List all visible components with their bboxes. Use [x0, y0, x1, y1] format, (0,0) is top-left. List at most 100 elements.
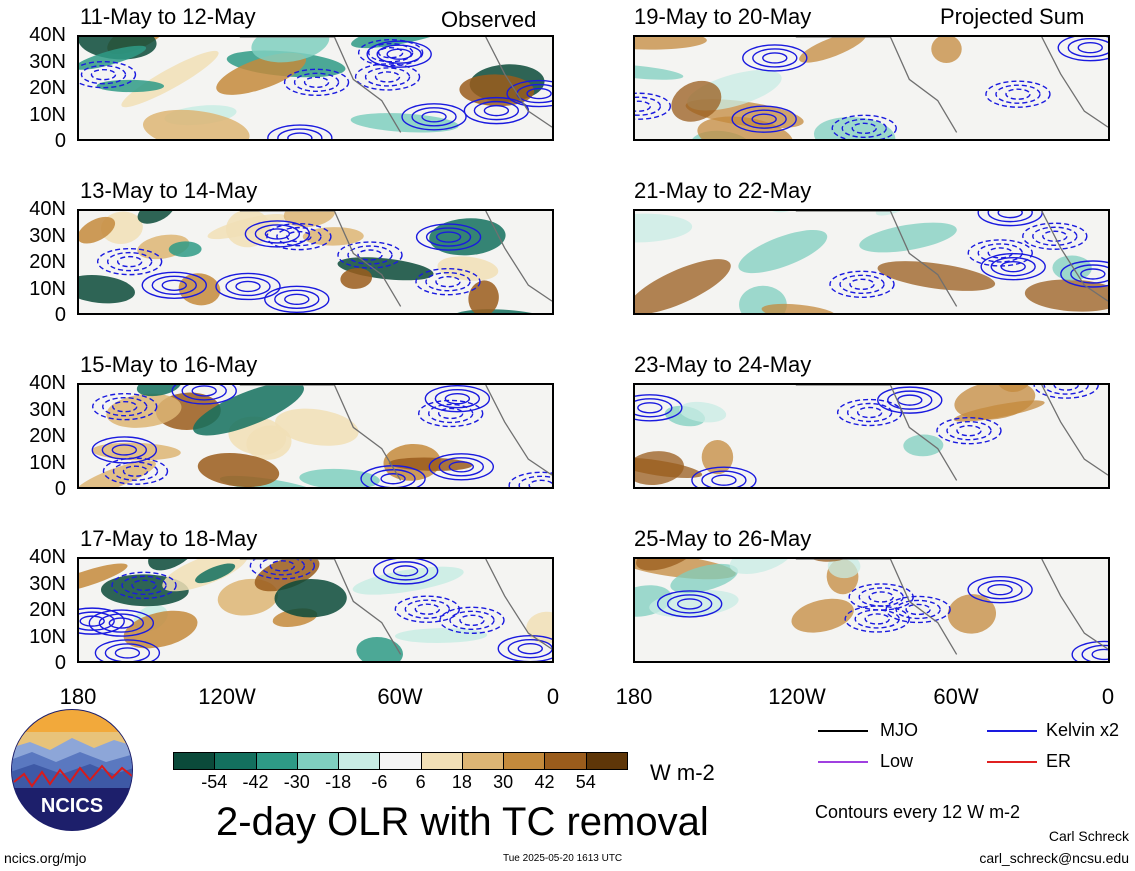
colorbar-units: W m-2	[650, 760, 715, 785]
kelvin-contour	[444, 392, 471, 405]
legend-label: Kelvin x2	[1046, 720, 1120, 740]
kelvin-contour	[851, 122, 877, 134]
kelvin-contour	[1091, 648, 1108, 661]
kelvin-contour	[829, 270, 895, 298]
kelvin-contour	[885, 595, 951, 624]
panel-title: 19-May to 20-May	[634, 4, 812, 29]
kelvin-contour	[1033, 385, 1099, 399]
kelvin-contour	[357, 39, 424, 67]
colorbar-cell	[214, 752, 257, 770]
kelvin-contour	[80, 64, 127, 85]
y-tick-label: 10N	[29, 625, 66, 648]
kelvin-contour	[985, 80, 1051, 108]
kelvin-contour	[357, 249, 383, 261]
kelvin-contour	[90, 68, 117, 81]
kelvin-contour	[635, 92, 672, 120]
kelvin-contour	[79, 615, 105, 627]
kelvin-contour	[967, 239, 1033, 267]
olr-anomaly-blob	[459, 74, 535, 107]
kelvin-contour	[79, 607, 125, 635]
kelvin-contour	[191, 385, 217, 397]
kelvin-contour	[956, 424, 982, 437]
panel-tag-observed: Observed	[441, 7, 537, 32]
kelvin-contour	[435, 231, 462, 243]
contour-note: Contours every 12 W m-2	[815, 802, 1021, 822]
olr-anomaly-blob	[877, 261, 996, 291]
kelvin-contour	[264, 228, 291, 240]
kelvin-contour	[977, 580, 1023, 600]
colorbar-label: -18	[325, 772, 352, 792]
kelvin-contour	[506, 79, 552, 108]
colorbar-label: -30	[283, 772, 310, 792]
kelvin-contour	[691, 466, 757, 487]
olr-anomaly-blob	[299, 468, 380, 487]
olr-anomaly-blob	[394, 628, 488, 643]
y-tick-label: 0	[54, 304, 66, 326]
kelvin-contour	[376, 44, 422, 64]
legend-line-kelvin	[987, 730, 1037, 732]
footer-email: carl_schreck@ncsu.edu	[979, 850, 1129, 866]
olr-anomaly-blob	[283, 211, 336, 228]
kelvin-contour	[418, 399, 484, 428]
olr-anomaly-blob	[875, 211, 928, 216]
olr-anomaly-blob	[635, 64, 684, 80]
colorbar-label: -6	[371, 772, 388, 792]
kelvin-contour	[111, 571, 177, 600]
kelvin-contour	[848, 583, 914, 611]
colorbar-cell	[585, 752, 628, 770]
kelvin-contour	[434, 388, 481, 409]
kelvin-contour	[856, 406, 883, 419]
kelvin-contour	[414, 603, 441, 615]
kelvin-contour	[92, 392, 158, 421]
kelvin-contour	[1077, 41, 1103, 54]
olr-anomaly-blob	[468, 280, 499, 313]
kelvin-contour	[990, 256, 1036, 277]
olr-anomaly-blob	[799, 37, 867, 63]
kelvin-contour	[428, 453, 495, 481]
kelvin-contour	[274, 289, 320, 310]
panel-title: 23-May to 24-May	[634, 352, 812, 377]
y-tick-label: 20N	[29, 599, 66, 621]
kelvin-contour	[742, 44, 808, 72]
olr-anomaly-blob	[859, 222, 957, 253]
kelvin-contour	[497, 634, 552, 661]
olr-anomaly-blob	[356, 636, 403, 661]
kelvin-contour	[701, 470, 747, 487]
kelvin-contour	[449, 610, 495, 630]
kelvin-contour	[887, 390, 933, 410]
kelvin-contour	[161, 279, 187, 291]
colorbar-label: 42	[534, 772, 555, 792]
olr-anomaly-blob	[670, 563, 738, 594]
y-tick-label: 0	[54, 478, 66, 500]
kelvin-contour	[1057, 37, 1108, 62]
kelvin-contour	[1081, 644, 1108, 661]
footer-author: Carl Schreck	[1048, 828, 1129, 844]
kelvin-contour	[839, 274, 885, 294]
panel-title: 25-May to 26-May	[634, 526, 812, 551]
olr-anomaly-blob	[162, 559, 248, 592]
panel-title: 13-May to 14-May	[80, 178, 258, 203]
coastline	[239, 559, 552, 655]
olr-anomaly-blob	[635, 213, 693, 243]
footer-url: ncics.org/mjo	[4, 850, 87, 866]
y-tick-label: 10N	[29, 277, 66, 300]
coastline	[239, 211, 552, 307]
olr-anomaly-blob	[635, 259, 731, 313]
kelvin-contour	[846, 402, 893, 423]
kelvin-contour	[858, 587, 904, 607]
y-tick-label: 0	[54, 652, 66, 674]
kelvin-contour	[507, 638, 552, 659]
olr-anomaly-blob	[207, 213, 287, 240]
y-tick-label: 20N	[29, 77, 66, 99]
panel-tag-projected: Projected Sum	[940, 4, 1085, 29]
colorbar-cell	[255, 752, 298, 770]
kelvin-contour	[102, 457, 169, 485]
kelvin-contour	[635, 394, 683, 422]
panel-title: 17-May to 18-May	[80, 526, 258, 551]
olr-anomaly-blob	[302, 227, 364, 246]
kelvin-contour	[666, 594, 713, 614]
kelvin-contour	[79, 60, 137, 89]
kelvin-contour	[841, 118, 887, 138]
kelvin-contour	[762, 52, 788, 64]
map-panel	[633, 35, 1110, 141]
